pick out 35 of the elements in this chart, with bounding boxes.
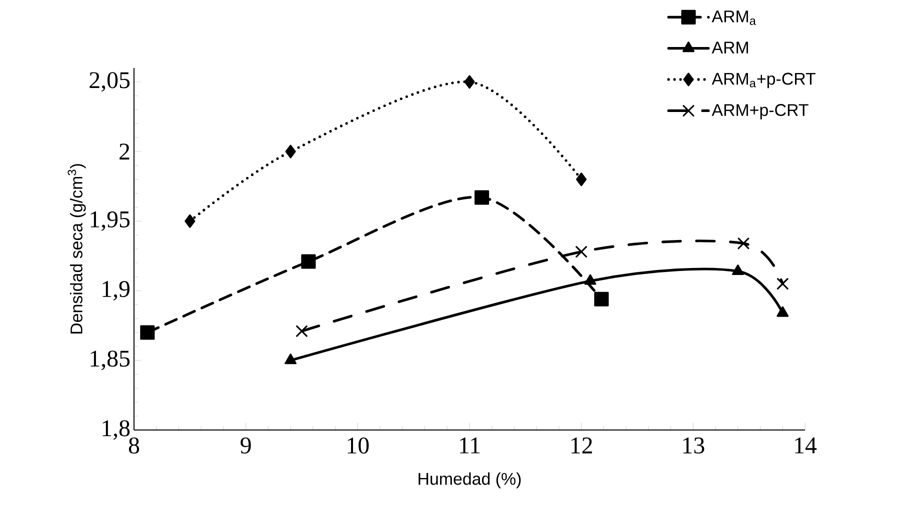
point [594,292,609,306]
point [576,246,588,258]
point [738,238,750,250]
point [584,274,596,285]
x-axis-title: Humedad (%) [418,472,521,488]
y-tick-label: 2 [120,144,130,160]
legend-label: ARM [712,42,748,54]
point [732,264,744,276]
point [296,325,308,337]
point [301,254,316,269]
point [285,144,296,158]
legend-label: ARM$_{a}$+p-CRT [712,72,816,88]
y-tick-label: 1,95 [90,211,130,231]
x-tick-label: 13 [683,437,704,454]
point [284,354,297,364]
x-tick-label: 14 [795,437,817,454]
y-tick-label: 1,9 [102,281,130,301]
x-tick-label: 10 [348,437,369,454]
point [140,325,155,340]
x-tick-label: 8 [128,437,140,454]
x-tick-label: 12 [571,437,592,454]
point [776,278,788,290]
point [184,214,196,228]
point [576,172,587,186]
y-tick-label: 1,8 [102,420,130,440]
y-tick-label: 2,05 [90,72,130,92]
y-axis-title: Densidad seca (g/cm$^{3}$) [68,164,86,334]
y-tick-label: 1,85 [90,350,130,370]
point [776,306,789,317]
legend-label: ARM+p-CRT [712,104,808,120]
point [474,190,490,205]
x-tick-label: 9 [240,437,251,454]
legend-label: ARM$_{a}$ [712,10,756,25]
x-tick-label: 11 [460,437,480,454]
point [464,75,475,89]
